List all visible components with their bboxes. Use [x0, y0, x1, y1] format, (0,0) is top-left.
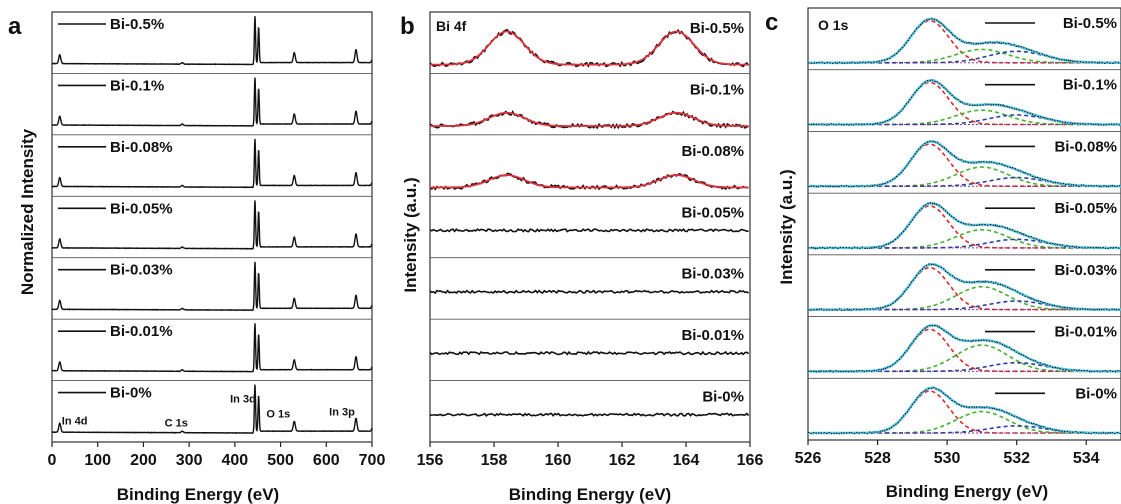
panel-a-x-axis-title: Binding Energy (eV) — [117, 485, 279, 504]
panel-c-frame — [807, 7, 1121, 441]
panel-letter-a: a — [8, 13, 22, 40]
panel-c-x-tick-label: 534 — [1073, 450, 1100, 467]
panel-c-fit-envelope — [808, 79, 1121, 126]
panel-a-spectrum-line — [51, 323, 373, 373]
panel-b-x-tick-label: 164 — [673, 452, 700, 469]
panel-c-spectrum-line — [807, 324, 1121, 374]
panel-a-spectrum-line — [51, 138, 373, 189]
panel-b-series-label: Bi-0.5% — [690, 20, 744, 37]
panel-b-y-axis-title: Intensity (a.u.) — [401, 177, 420, 292]
panel-a-peak-annotation: O 1s — [266, 409, 290, 421]
panel-a-series-label: Bi-0.03% — [110, 262, 173, 279]
panel-c-y-axis-title: Intensity (a.u.) — [777, 169, 796, 284]
panel-b-spectrum-line — [429, 412, 750, 418]
panel-a-spectrum-line — [51, 77, 373, 127]
panel-b-fit-curve — [430, 30, 749, 66]
panel-a-x-tick-label: 300 — [176, 452, 203, 469]
panel-b-series-label: Bi-0% — [702, 389, 744, 406]
panel-a-frame — [51, 11, 373, 443]
panel-c-series-label: Bi-0% — [1075, 385, 1117, 402]
panel-c-series-label: Bi-0.08% — [1054, 138, 1117, 155]
panel-a-spectrum-line — [51, 200, 373, 250]
panel-b-bi4f-spectra: 156 158 160 162 164 166 Bi-0.5% Bi-0.1% Bi-0.08%… — [417, 11, 764, 469]
panel-a-series-label: Bi-0.05% — [110, 200, 173, 217]
panel-b-fit-curve — [430, 174, 749, 189]
panel-c-component-curve — [808, 166, 1121, 187]
panel-a-peak-annotation: C 1s — [165, 418, 188, 430]
panel-a-x-tick-label: 200 — [130, 452, 157, 469]
panel-c-component-curve — [808, 344, 1121, 373]
panel-b-x-tick-label: 158 — [481, 452, 508, 469]
panel-c-x-tick-label: 530 — [934, 450, 961, 467]
panel-c-spectrum-line — [807, 140, 1121, 188]
panel-c-series-label: Bi-0.03% — [1054, 262, 1117, 279]
panel-b-series-label: Bi-0.01% — [681, 327, 744, 344]
panel-b-x-tick-label: 162 — [609, 452, 636, 469]
panel-c-spectrum-line — [807, 263, 1121, 312]
panel-c-component-curve — [808, 229, 1121, 249]
panel-c-spectrum-line — [807, 79, 1121, 126]
panel-c-fit-envelope — [808, 201, 1121, 250]
panel-a-series-label: Bi-0.1% — [110, 77, 164, 94]
panel-c-fit-envelope — [808, 324, 1121, 373]
panel-a-y-axis-title: Normalized Intensity — [18, 128, 37, 295]
panel-b-series-label: Bi-0.08% — [681, 143, 744, 160]
panel-c-x-axis-title: Binding Energy (eV) — [886, 482, 1048, 501]
panel-b-x-tick-label: 166 — [737, 452, 764, 469]
panel-a-series-label: Bi-0% — [110, 385, 152, 402]
panel-c-spectrum-line — [807, 201, 1121, 250]
panel-c-o1s-spectra: 526 528 530 532 534 Bi-0.5% Bi-0.1% Bi-0.08% Bi-… — [795, 7, 1121, 467]
panel-c-series-label: Bi-0.5% — [1063, 15, 1117, 32]
panel-a-x-tick-label: 600 — [313, 452, 340, 469]
panel-c-x-tick-label: 528 — [864, 450, 891, 467]
panel-a-x-tick-label: 0 — [48, 452, 57, 469]
panel-c-component-curve — [808, 390, 1121, 434]
panel-letter-b: b — [400, 13, 415, 40]
panel-c-series-label: Bi-0.01% — [1054, 324, 1117, 341]
panel-c-component-curve — [808, 285, 1121, 311]
panel-b-x-axis-title: Binding Energy (eV) — [509, 485, 671, 504]
panel-b-x-tick-label: 156 — [417, 452, 444, 469]
panel-c-series-label: Bi-0.05% — [1054, 200, 1117, 217]
panel-c-component-curve — [808, 410, 1121, 434]
panel-b-x-tick-label: 160 — [545, 452, 572, 469]
panel-a-x-tick-label: 400 — [222, 452, 249, 469]
panel-c-fit-envelope — [808, 386, 1121, 435]
panel-c-region-label: O 1s — [818, 17, 849, 33]
panel-b-spectrum-line — [429, 228, 749, 233]
panel-a-x-tick-label: 700 — [359, 452, 386, 469]
panel-c-x-tick-label: 532 — [1003, 450, 1030, 467]
panel-b-frame — [429, 11, 751, 443]
panel-b-series-label: Bi-0.1% — [690, 81, 744, 98]
panel-c-series-label: Bi-0.1% — [1063, 77, 1117, 94]
panel-a-peak-annotation: In 3d — [230, 394, 256, 406]
panel-a-spectrum-line — [51, 384, 373, 435]
panel-b-spectrum-line — [429, 350, 750, 356]
panel-letter-c: c — [765, 9, 778, 36]
panel-a-series-label: Bi-0.5% — [110, 16, 164, 33]
panel-c-spectrum-line — [807, 386, 1121, 435]
panel-a-series-label: Bi-0.01% — [110, 323, 173, 340]
panel-b-series-label: Bi-0.03% — [681, 266, 744, 283]
panel-a-series-label: Bi-0.08% — [110, 139, 173, 156]
panel-b-series-label: Bi-0.05% — [681, 204, 744, 221]
panel-a-x-tick-label: 500 — [267, 452, 294, 469]
panel-a-survey-spectra: 0 100 200 300 400 500 600 700 Bi-0.5% Bi-0.1% Bi-0… — [48, 11, 386, 469]
panel-b-region-label: Bi 4f — [436, 18, 467, 34]
panel-a-peak-annotation: In 3p — [329, 407, 355, 419]
panel-b-spectrum-line — [429, 289, 749, 295]
panel-a-peak-annotation: In 4d — [62, 416, 88, 428]
panel-b-fit-curve — [430, 111, 749, 127]
panel-c-spectrum-line — [807, 18, 1121, 65]
panel-c-x-tick-label: 526 — [795, 450, 822, 467]
panel-a-spectrum-line — [51, 16, 373, 66]
panel-a-spectrum-line — [51, 261, 373, 312]
panel-a-x-tick-label: 100 — [84, 452, 111, 469]
